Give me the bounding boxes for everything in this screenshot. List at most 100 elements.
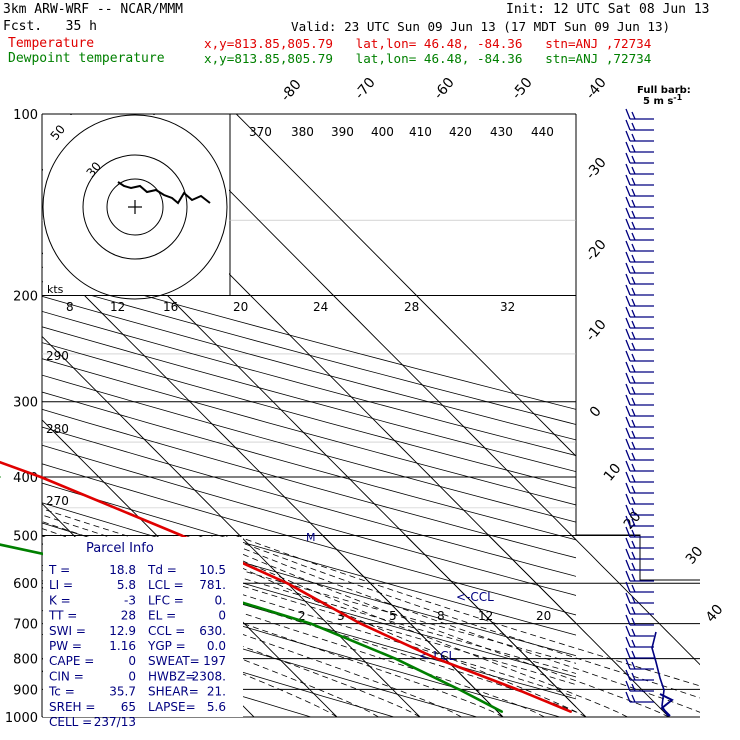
wind-barb-flag (631, 166, 636, 175)
dry-adiabat (42, 564, 561, 717)
temp-tick-upper: -60 (431, 75, 458, 103)
parcel-value: 5.6 (207, 700, 226, 714)
theta-label: 440 (531, 125, 554, 139)
dry-adiabat (42, 426, 576, 577)
wind-barb-flag (631, 364, 636, 373)
parcel-label: LI = (49, 578, 73, 592)
wind-barb-flag (631, 221, 636, 230)
wind-barb-flag (625, 427, 631, 439)
init-time: Init: 12 UTC Sat 08 Jun 13 (506, 2, 710, 17)
temperature-legend-label: Temperature (8, 36, 95, 51)
isotherm-lower (405, 535, 587, 717)
wind-barb-flag (631, 496, 636, 505)
temperature-trace-point (286, 582, 289, 585)
dewpoint-trace-point (457, 688, 461, 691)
wind-barb-flag (631, 617, 636, 626)
parcel-value: 0 (218, 609, 226, 623)
parcel-label: HWBZ= (148, 669, 195, 683)
wind-barb-flag (625, 130, 631, 142)
wind-barb-flag (625, 306, 631, 318)
pressure-label-900: 900 (13, 683, 38, 698)
wind-barb-flag (631, 562, 636, 571)
dry-adiabat (42, 444, 576, 596)
parcel-value: 237/13 (94, 715, 136, 729)
wind-barb-flag (631, 419, 636, 428)
parcel-value: 65 (121, 700, 136, 714)
parcel-value: 0. (215, 593, 226, 607)
hodograph-ring (82, 154, 188, 260)
moist-adiabat-lower (223, 535, 700, 717)
parcel-label: K = (49, 593, 71, 607)
wind-barb-flag (625, 647, 631, 659)
wind-barb-flag (625, 141, 631, 153)
hodograph-units: kts (47, 283, 64, 296)
wind-barb-flag (631, 122, 636, 131)
wind-barb-flag (625, 240, 631, 252)
theta-label: 370 (249, 125, 272, 139)
parcel-info-box (43, 537, 243, 717)
parcel-label: CIN = (49, 669, 84, 683)
mixing-ratio-label-lower: 20 (536, 609, 551, 623)
isotherm-lower (322, 535, 504, 717)
wind-barb-flag (625, 559, 631, 571)
isotherm (235, 114, 576, 457)
wind-barb-flag (625, 229, 631, 241)
parcel-value: 12.9 (109, 624, 136, 638)
theta-label: 420 (449, 125, 472, 139)
mixing-ratio-label: 20 (233, 300, 248, 314)
pressure-label-800: 800 (13, 653, 38, 668)
isotherm (42, 335, 421, 717)
temperature-legend-info: x,y=813.85,805.79 lat,lon= 46.48, -84.36… (204, 36, 652, 51)
wind-barb-flag (625, 394, 631, 406)
theta-label: 400 (371, 125, 394, 139)
pressure-label-300: 300 (13, 396, 38, 411)
parcel-value: 2308. (192, 669, 226, 683)
wind-barb-flag (625, 537, 631, 549)
hodograph-ring (42, 114, 228, 300)
temp-tick-right: -20 (583, 237, 610, 265)
wind-barb-flag (631, 595, 636, 604)
wind-barb-flag (631, 353, 636, 362)
wind-barb-flag (625, 548, 631, 560)
wind-barb-flag (625, 581, 631, 593)
wind-barb-flag (625, 515, 631, 527)
temperature-trace-point (515, 688, 519, 691)
wind-barb-flag (631, 177, 636, 186)
wind-barb-flag (625, 383, 631, 395)
mixing-ratio-label: 16 (163, 300, 178, 314)
wind-barb-flag (631, 430, 636, 439)
wind-barb-flag (625, 493, 631, 505)
lcl-marker: <-LCL (419, 649, 455, 663)
temp-tick-right: -30 (583, 155, 610, 183)
parcel-value: 18.8 (109, 563, 136, 577)
mixing-ratio-label: 8 (66, 300, 74, 314)
model-title: 3km ARW-WRF -- NCAR/MMM (3, 2, 184, 17)
parcel-label: CCL = (148, 624, 185, 638)
mixing-ratio-label: 28 (404, 300, 419, 314)
wind-barb-flag (631, 287, 636, 296)
wind-barb-flag (625, 625, 631, 637)
parcel-value: 0 (128, 654, 136, 668)
theta-side-label: 280 (46, 422, 69, 436)
wind-barb-flag (631, 210, 636, 219)
parcel-label: SHEAR= (148, 685, 199, 699)
wind-barb-flag (625, 405, 631, 417)
dewpoint-trace-point (500, 710, 504, 713)
dry-adiabat (42, 326, 576, 473)
hodograph-trace (117, 181, 211, 205)
parcel-label: YGP = (147, 639, 186, 653)
mixing-ratio-label-lower: 3 (337, 609, 345, 623)
parcel-value: 197 (203, 654, 226, 668)
wind-barb-flag (631, 628, 636, 637)
valid-time: Valid: 23 UTC Sun 09 Jun 13 (17 MDT Sun … (291, 19, 671, 34)
wind-barb-flag (625, 108, 631, 120)
parcel-label: SREH = (49, 700, 95, 714)
wind-barb-flag (631, 694, 636, 703)
wind-barb-flag (631, 342, 636, 351)
dewpoint-legend-info: x,y=813.85,805.79 lat,lon= 46.48, -84.36… (204, 51, 652, 66)
wind-barb-flag (625, 680, 631, 692)
wind-barb-lower-cluster (659, 693, 674, 717)
wind-barb-flag (631, 584, 636, 593)
wind-barb-flag (625, 207, 631, 219)
moist-adiabat-lower (173, 535, 587, 717)
